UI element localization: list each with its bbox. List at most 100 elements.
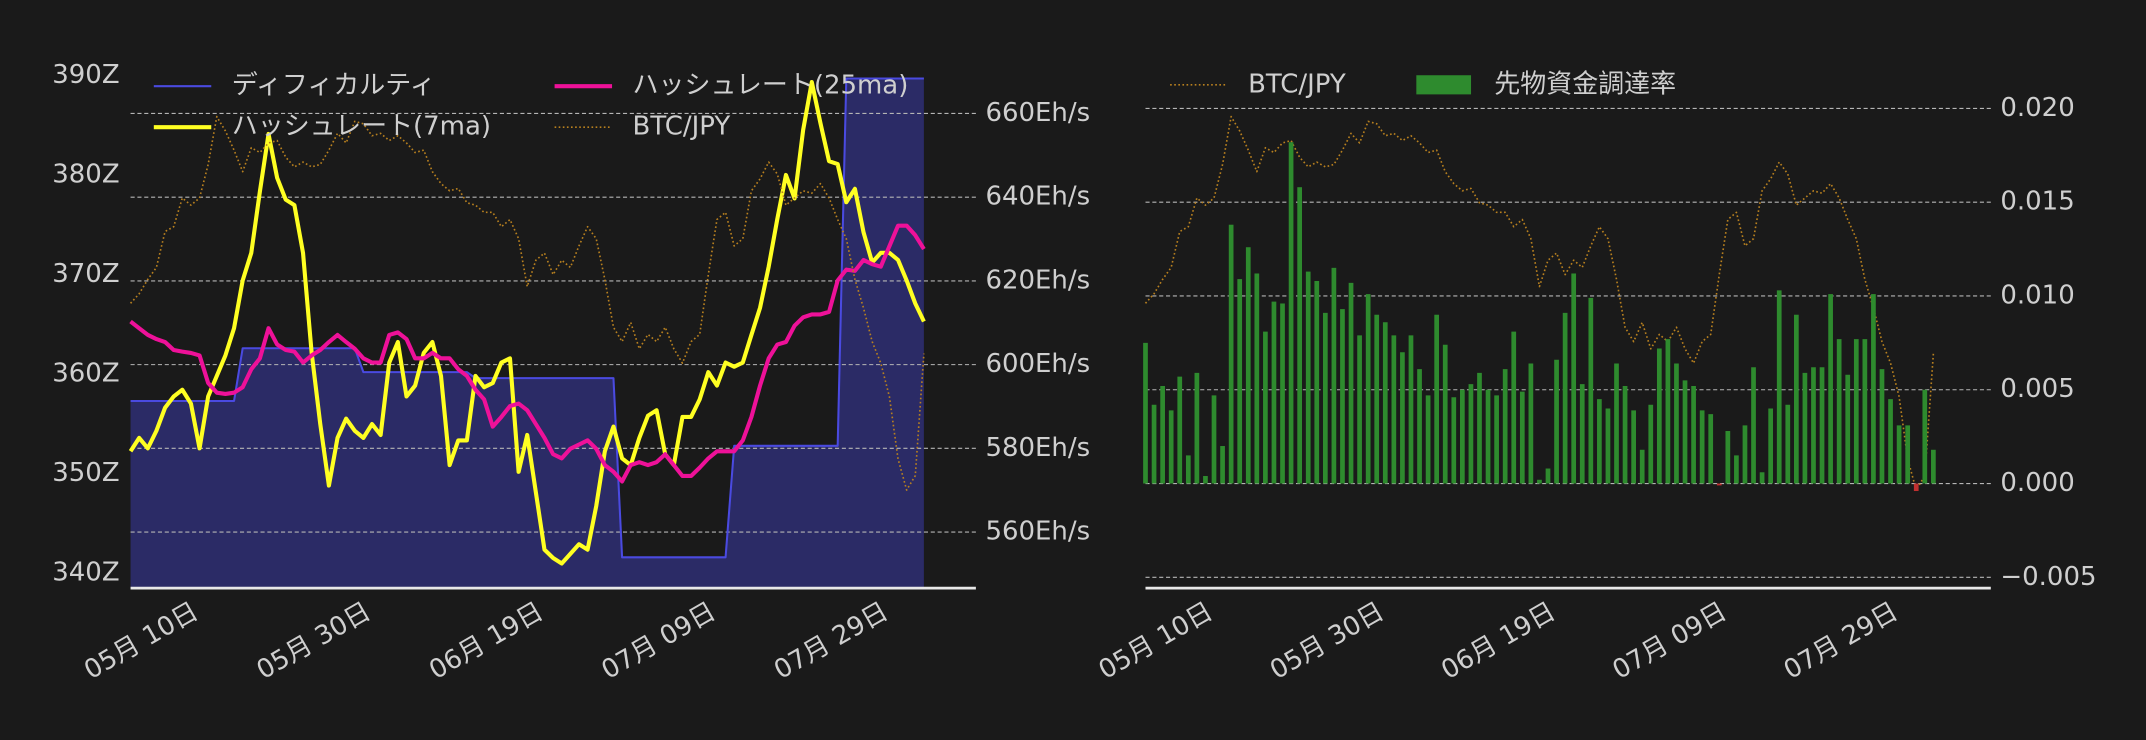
bar: [1605, 408, 1611, 484]
legend-label: BTC/JPY: [1248, 69, 1346, 99]
bar: [1143, 342, 1148, 484]
bar: [1845, 374, 1851, 484]
bar: [1365, 294, 1371, 484]
bar: [1322, 312, 1328, 484]
bar: [1151, 404, 1157, 484]
bar: [1725, 431, 1731, 484]
bar: [1237, 279, 1243, 484]
bar: [1537, 479, 1542, 484]
bar: [1228, 224, 1234, 484]
y2-tick-label: 640Eh/s: [985, 182, 1090, 212]
y2-tick-label: 620Eh/s: [985, 265, 1090, 295]
legend-label: ハッシュレート(25ma): [633, 71, 909, 101]
bar: [1614, 363, 1619, 484]
line: [1144, 115, 1935, 491]
bar: [1314, 280, 1320, 484]
bar: [1691, 386, 1696, 484]
bar: [1451, 397, 1457, 484]
bar: [1254, 273, 1260, 484]
bar: [1168, 410, 1174, 484]
bar: [1203, 476, 1208, 484]
y-tick-label: 370Z: [52, 259, 119, 289]
bar: [1931, 449, 1936, 484]
bar: [1305, 271, 1311, 484]
bar: [1871, 294, 1876, 484]
bar: [1785, 404, 1791, 484]
bar: [1485, 389, 1491, 484]
bar: [1665, 339, 1671, 484]
line: [129, 223, 926, 484]
bar: [1434, 314, 1440, 484]
bar: [1331, 267, 1337, 484]
bar: [1263, 331, 1268, 484]
y-tick-label: 0.010: [2000, 280, 2074, 310]
bar: [1494, 395, 1499, 484]
bar: [1211, 395, 1217, 484]
area: [130, 78, 924, 589]
bar: [1853, 339, 1859, 484]
legend-label: 先物資金調達率: [1494, 69, 1676, 99]
bar: [1528, 363, 1534, 484]
bar: [1913, 483, 1919, 492]
bar: [1460, 389, 1465, 484]
bar: [1656, 348, 1662, 484]
bar: [1819, 367, 1825, 484]
bar: [1862, 339, 1868, 484]
y-tick-label: 380Z: [52, 160, 119, 190]
bar: [1751, 367, 1756, 484]
bar: [1194, 372, 1200, 484]
bar: [1811, 367, 1816, 484]
bar: [1682, 380, 1688, 484]
bar: [1288, 142, 1294, 484]
bar: [1348, 282, 1354, 484]
y-tick-label: 0.015: [2000, 187, 2074, 217]
bar: [1793, 314, 1799, 484]
y-tick-label: 390Z: [52, 60, 119, 90]
bar: [1519, 391, 1525, 484]
bar: [1271, 301, 1277, 484]
bar: [1340, 309, 1345, 484]
bar: [1417, 369, 1422, 484]
y-tick-label: 340Z: [52, 558, 119, 588]
legend-label: BTC/JPY: [633, 112, 731, 142]
bar: [1699, 410, 1705, 484]
bar: [1742, 425, 1748, 484]
bar: [1579, 384, 1585, 484]
bar: [1185, 455, 1191, 484]
bar: [1357, 335, 1362, 484]
bar: [1391, 335, 1397, 484]
bar: [1776, 290, 1782, 484]
bar: [1477, 372, 1482, 484]
bar: [1571, 273, 1577, 484]
bar: [1511, 331, 1517, 484]
bar: [1896, 425, 1902, 484]
bar: [1400, 352, 1405, 484]
bar: [1768, 408, 1774, 484]
bar: [1588, 297, 1594, 484]
legend-label: ディフィカルティ: [232, 71, 436, 101]
bar: [1245, 247, 1251, 484]
bar: [1674, 363, 1679, 484]
bar: [1160, 386, 1165, 484]
bar: [1734, 455, 1739, 484]
y-tick-label: 0.005: [2000, 374, 2074, 404]
y-tick-label: −0.005: [2000, 562, 2096, 592]
bar: [1905, 425, 1911, 484]
bar: [1879, 369, 1885, 484]
legend-label: ハッシュレート(7ma): [232, 112, 491, 142]
bar: [1597, 399, 1602, 484]
y2-tick-label: 660Eh/s: [985, 98, 1090, 128]
bar: [1177, 376, 1183, 484]
legend-swatch: [1416, 75, 1472, 95]
bar: [1280, 303, 1285, 484]
bar: [1631, 410, 1636, 484]
line: [129, 115, 925, 491]
y2-tick-label: 600Eh/s: [985, 349, 1090, 379]
bar: [1639, 449, 1645, 484]
bar: [1888, 399, 1893, 484]
bar: [1297, 187, 1302, 484]
bar: [1554, 359, 1559, 484]
y2-tick-label: 560Eh/s: [985, 517, 1090, 547]
